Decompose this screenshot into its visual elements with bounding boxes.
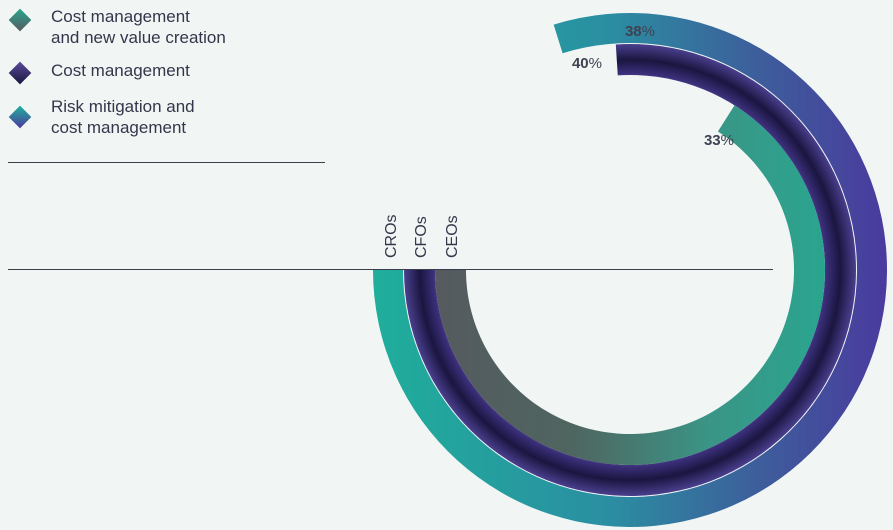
role-label-ceos: CEOs bbox=[444, 215, 461, 258]
legend-label: Cost management and new value creation bbox=[51, 7, 226, 47]
arc-cfos bbox=[404, 43, 856, 496]
baseline-rule bbox=[8, 269, 773, 270]
pct-label-cros: 38% bbox=[625, 23, 655, 40]
legend-label: Risk mitigation and cost management bbox=[51, 97, 195, 137]
pct-label-cfos: 40% bbox=[572, 55, 602, 72]
legend-divider bbox=[8, 162, 325, 163]
role-label-cros: CROs bbox=[383, 214, 400, 258]
role-label-cfos: CFOs bbox=[413, 216, 430, 258]
pct-label-ceos: 33% bbox=[704, 132, 734, 149]
legend-label: Cost management bbox=[51, 61, 190, 80]
